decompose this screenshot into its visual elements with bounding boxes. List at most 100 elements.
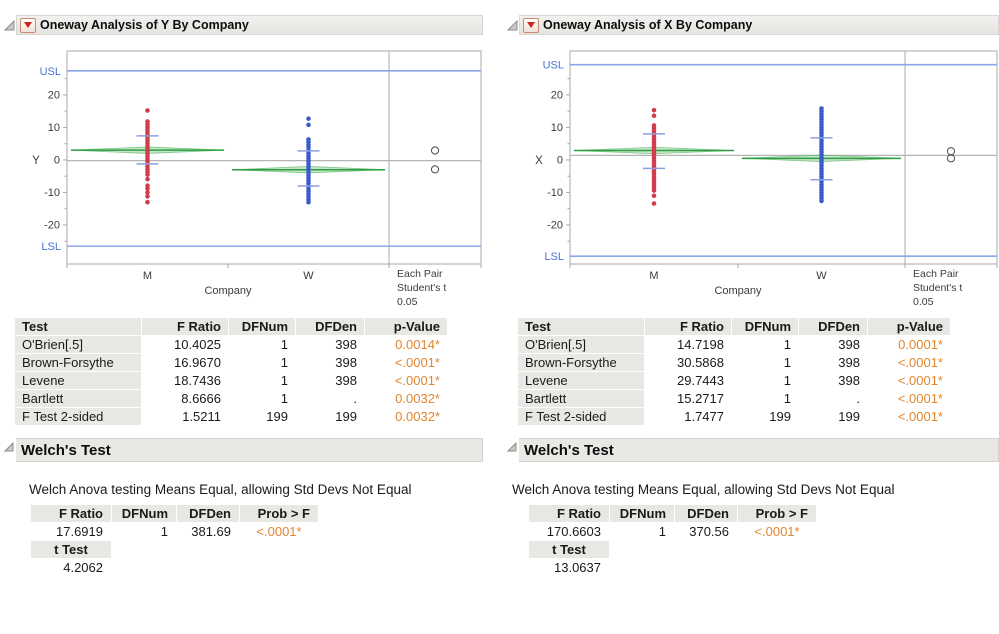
svg-text:0.05: 0.05 [397, 296, 418, 308]
dfden: 398 [335, 355, 357, 370]
dfnum: 1 [280, 373, 288, 388]
f-ratio: 8.6666 [181, 391, 221, 406]
table-row: F Test 2-sided 1.7477 199 199 <.0001* [518, 408, 950, 425]
t-test-value-row: 13.0637 [529, 559, 816, 576]
welch-table: F Ratio DFNum DFDen Prob > F 17.6919 1 3… [30, 504, 319, 577]
col-header-dfden: DFDen [177, 505, 239, 522]
col-header-dfden: DFDen [799, 318, 867, 335]
p-value: <.0001* [394, 373, 440, 388]
col-header-fratio: F Ratio [31, 505, 111, 522]
dfden: 398 [335, 373, 357, 388]
welch-subtitle: Welch Anova testing Means Equal, allowin… [512, 482, 895, 497]
panel-title-row: Oneway Analysis of X By Company [505, 14, 999, 36]
dfnum: 1 [658, 524, 666, 539]
table-row: Levene 29.7443 1 398 <.0001* [518, 372, 950, 389]
welch-title-bar: Welch's Test [519, 438, 999, 462]
svg-text:20: 20 [48, 89, 60, 101]
t-test-value-row: 4.2062 [31, 559, 318, 576]
p-value: <.0001* [897, 373, 943, 388]
svg-text:LSL: LSL [41, 241, 61, 253]
svg-text:M: M [649, 270, 658, 282]
tests-table-header-row: Test F Ratio DFNum DFDen p-Value [518, 318, 950, 335]
dfden: 370.56 [689, 524, 729, 539]
p-value: <.0001* [897, 355, 943, 370]
table-row: Bartlett 15.2717 1 . <.0001* [518, 390, 950, 407]
spacer [112, 541, 176, 558]
col-header-pvalue: p-Value [365, 318, 447, 335]
col-header-test: Test [15, 318, 141, 335]
disclosure-triangle-icon[interactable] [505, 442, 519, 452]
disclosure-triangle-icon[interactable] [505, 19, 519, 31]
col-header-dfnum: DFNum [732, 318, 798, 335]
svg-text:Company: Company [714, 285, 762, 297]
dfden: 398 [838, 355, 860, 370]
welch-section-header: Welch's Test [505, 438, 999, 462]
svg-text:W: W [816, 270, 827, 282]
col-header-pvalue: p-Value [868, 318, 950, 335]
t-test-value: 13.0637 [554, 560, 601, 575]
dfden: . [353, 391, 357, 406]
table-row: O'Brien[.5] 14.7198 1 398 0.0001* [518, 336, 950, 353]
oneway-panel-y: Oneway Analysis of Y By Company USL LSL 20… [2, 14, 483, 577]
oneway-plot[interactable]: USL LSL 20 10 0 -10 -20 Y M W Company Each Pair Stud… [2, 44, 483, 309]
tests-table-header-row: Test F Ratio DFNum DFDen p-Value [15, 318, 447, 335]
table-row: Bartlett 8.6666 1 . 0.0032* [15, 390, 447, 407]
spacer [112, 559, 176, 576]
svg-text:0.05: 0.05 [913, 296, 934, 308]
spacer [177, 559, 239, 576]
svg-text:W: W [303, 270, 314, 282]
disclosure-triangle-icon[interactable] [2, 442, 16, 452]
oneway-panel-x: Oneway Analysis of X By Company USL LSL 20… [505, 14, 999, 577]
svg-text:Each Pair: Each Pair [913, 268, 959, 280]
red-triangle-menu-button[interactable] [523, 17, 539, 33]
test-name: O'Brien[.5] [15, 336, 141, 353]
test-name: Brown-Forsythe [15, 354, 141, 371]
col-header-dfnum: DFNum [229, 318, 295, 335]
red-triangle-icon [24, 22, 32, 28]
dfnum: 1 [783, 391, 791, 406]
spacer [675, 541, 737, 558]
spacer [675, 559, 737, 576]
dfden: 381.69 [191, 524, 231, 539]
spacer [738, 559, 816, 576]
f-ratio: 16.9670 [174, 355, 221, 370]
dfden: 398 [838, 373, 860, 388]
p-value: 0.0032* [395, 409, 440, 424]
col-header-prob-f: Prob > F [738, 505, 816, 522]
disclosure-triangle-icon[interactable] [2, 19, 16, 31]
svg-text:-10: -10 [44, 187, 60, 199]
table-row: O'Brien[.5] 10.4025 1 398 0.0014* [15, 336, 447, 353]
test-name: F Test 2-sided [518, 408, 644, 425]
t-test-header-row: t Test [31, 541, 318, 558]
tests-table: Test F Ratio DFNum DFDen p-Value O'Brien… [517, 317, 951, 426]
dfden: . [856, 391, 860, 406]
svg-text:20: 20 [551, 89, 563, 101]
col-header-dfden: DFDen [675, 505, 737, 522]
svg-text:-10: -10 [547, 187, 563, 199]
f-ratio: 15.2717 [677, 391, 724, 406]
table-row: Brown-Forsythe 30.5868 1 398 <.0001* [518, 354, 950, 371]
col-header-prob-f: Prob > F [240, 505, 318, 522]
dfnum: 1 [280, 355, 288, 370]
dfden: 398 [335, 337, 357, 352]
test-name: Levene [518, 372, 644, 389]
p-value: 0.0001* [898, 337, 943, 352]
dfnum: 1 [783, 373, 791, 388]
red-triangle-menu-button[interactable] [20, 17, 36, 33]
dfnum: 1 [160, 524, 168, 539]
test-name: Brown-Forsythe [518, 354, 644, 371]
welch-section-title: Welch's Test [21, 441, 111, 459]
panel-title-row: Oneway Analysis of Y By Company [2, 14, 483, 36]
svg-text:Student's t: Student's t [913, 282, 962, 294]
svg-text:Student's t: Student's t [397, 282, 446, 294]
table-row: Brown-Forsythe 16.9670 1 398 <.0001* [15, 354, 447, 371]
oneway-plot[interactable]: USL LSL 20 10 0 -10 -20 X M W Company Each Pair Stud… [505, 44, 999, 309]
spacer [177, 541, 239, 558]
p-value: <.0001* [897, 409, 943, 424]
f-ratio: 1.7477 [684, 409, 724, 424]
dfden: 199 [335, 409, 357, 424]
t-test-label: t Test [529, 541, 609, 558]
svg-text:X: X [535, 155, 543, 167]
test-name: Bartlett [518, 390, 644, 407]
svg-text:0: 0 [557, 154, 563, 166]
